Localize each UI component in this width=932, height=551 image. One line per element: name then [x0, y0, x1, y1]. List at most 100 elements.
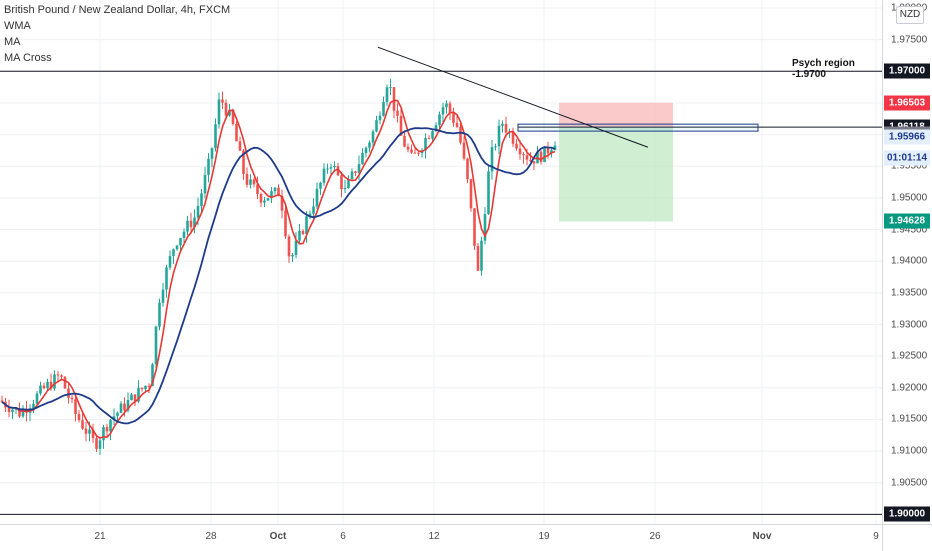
candle-body: [406, 146, 410, 150]
price-tick-label: 1.91500: [891, 413, 928, 425]
price-tick-label: 1.95000: [891, 192, 928, 204]
candle-body: [553, 145, 557, 151]
time-tick-label: Oct: [269, 531, 287, 542]
resistance-box: [517, 123, 759, 132]
currency-button[interactable]: NZD: [896, 6, 924, 24]
candle-body: [42, 385, 46, 389]
candle-body: [95, 438, 98, 449]
candle-body: [319, 182, 322, 189]
candle-body: [343, 188, 347, 190]
candle-body: [515, 143, 518, 149]
candle-body: [172, 249, 175, 257]
candle-body: [336, 166, 340, 176]
candle-body: [543, 146, 546, 162]
candle-body: [214, 124, 217, 149]
candle-body: [18, 408, 21, 417]
candle-body: [312, 206, 315, 214]
candle-body: [235, 123, 238, 142]
candle-body: [231, 109, 235, 124]
candle-body: [189, 220, 193, 228]
candle-body: [403, 135, 406, 147]
candle-body: [49, 381, 53, 389]
candle-body: [371, 131, 375, 143]
price-badge: 01:01:14: [884, 150, 930, 166]
price-tick-label: 1.93000: [891, 319, 928, 330]
candle-body: [280, 195, 284, 211]
indicator-ma-cross[interactable]: MA Cross: [4, 52, 52, 64]
indicator-wma[interactable]: WMA: [4, 20, 31, 32]
candle-body: [539, 151, 543, 162]
candle-body: [494, 146, 497, 148]
candle-body: [165, 267, 168, 290]
chart-pane[interactable]: British Pound / New Zealand Dollar, 4h, …: [0, 0, 882, 524]
candle-body: [0, 400, 4, 402]
candle-body: [357, 164, 361, 173]
candle-body: [203, 174, 207, 194]
time-axis[interactable]: 21 28 Oct 6 12 19 26 Nov 9: [0, 524, 882, 551]
candle-body: [112, 416, 116, 420]
candle-body: [140, 387, 144, 390]
price-tick-label: 1.94000: [891, 255, 928, 267]
candle-body: [14, 408, 18, 410]
candle-body: [126, 400, 130, 411]
candle-body: [21, 409, 25, 417]
candle-body: [466, 158, 469, 180]
candle-body: [441, 107, 445, 115]
candle-body: [452, 113, 455, 123]
candle-body: [483, 214, 487, 241]
candle-body: [102, 427, 105, 441]
candle-body: [413, 152, 417, 154]
candle-body: [399, 115, 403, 136]
candle-body: [266, 198, 270, 201]
candle-body: [385, 87, 389, 103]
candle-body: [511, 131, 515, 144]
candle-body: [417, 152, 420, 154]
candle-body: [326, 168, 329, 170]
candle-body: [123, 403, 126, 411]
psych-region-label[interactable]: Psych region -1.9700: [792, 58, 855, 81]
candle-body: [277, 187, 280, 196]
candle-body: [501, 123, 504, 126]
candle-body: [438, 114, 441, 126]
candle-body: [382, 102, 385, 116]
candle-body: [550, 150, 553, 154]
candle-body: [354, 171, 357, 173]
candle-body: [529, 159, 532, 162]
candle-body: [476, 245, 480, 271]
candle-body: [308, 213, 312, 217]
candle-body: [431, 131, 434, 139]
candle-body: [473, 208, 476, 246]
candle-body: [35, 393, 39, 404]
time-tick-label: 21: [94, 531, 106, 542]
axis-corner: [882, 524, 932, 551]
candle-body: [7, 407, 11, 413]
candle-body: [179, 237, 182, 246]
candle-body: [298, 230, 301, 241]
symbol-title[interactable]: British Pound / New Zealand Dollar, 4h, …: [4, 4, 231, 16]
time-tick-label: 26: [649, 531, 661, 542]
candle-body: [333, 166, 336, 168]
candle-body: [60, 375, 63, 377]
candle-body: [98, 440, 102, 449]
candle-body: [378, 115, 382, 121]
candle-body: [81, 420, 84, 429]
candle-body: [116, 412, 119, 417]
candle-body: [158, 302, 161, 327]
trend-line: [377, 46, 649, 148]
candle-body: [434, 125, 438, 132]
candle-body: [410, 149, 413, 153]
price-tick-label: 1.93500: [891, 287, 928, 299]
candle-body: [245, 173, 249, 185]
candle-body: [424, 138, 427, 151]
price-axis[interactable]: 1.980001.975001.970001.965001.960001.955…: [882, 0, 932, 524]
candle-body: [546, 146, 550, 154]
candle-body: [525, 155, 529, 160]
candle-body: [32, 403, 35, 409]
indicator-ma[interactable]: MA: [4, 36, 21, 48]
candle-body: [74, 399, 77, 414]
candle-body: [11, 409, 14, 413]
candle-body: [329, 167, 333, 169]
candle-body: [67, 388, 70, 398]
chart-canvas[interactable]: [0, 0, 882, 524]
candle-body: [77, 413, 81, 421]
